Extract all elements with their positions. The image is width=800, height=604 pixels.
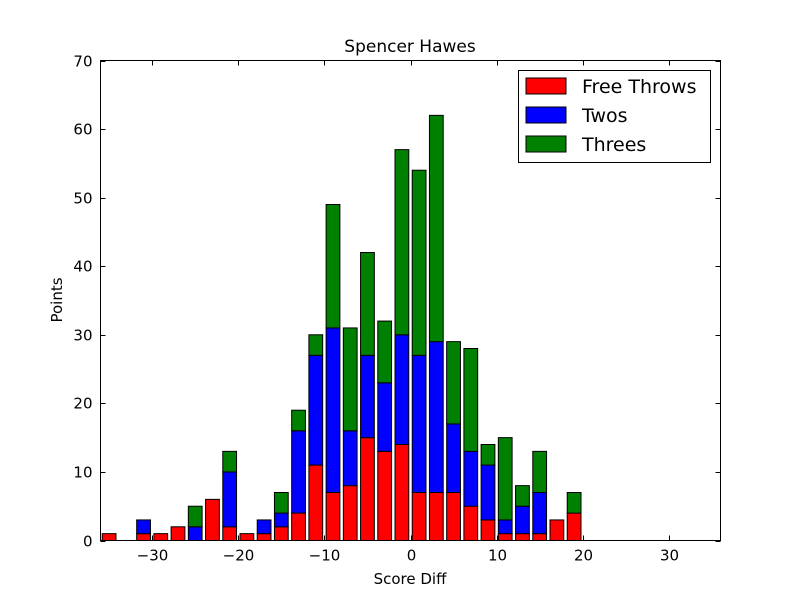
bar-threes [446,341,461,425]
bar-free-throws [394,444,410,541]
legend-swatch-free-throws [525,77,567,95]
y-tick-label: 10 [73,464,92,482]
bar-threes [187,505,203,528]
bar-twos [222,471,238,528]
x-tick-label: 10 [488,547,507,565]
legend-swatch-threes [525,135,567,153]
bar-free-throws [256,533,272,542]
bar-twos [308,354,324,466]
bar-threes [411,169,427,356]
bar-free-throws [101,533,117,542]
legend: Free Throws Twos Threes [518,70,711,163]
bar-twos [360,354,375,439]
x-tick-label: 30 [660,547,679,565]
bar-twos [394,334,410,445]
bar-free-throws [566,512,582,541]
x-tick-label: −20 [223,547,255,565]
bar-threes [428,114,444,343]
bar-free-throws [222,526,238,541]
bar-threes [360,252,375,356]
bar-threes [480,444,496,466]
legend-swatch-twos [525,106,567,124]
bar-threes [497,437,513,521]
y-tick-label: 0 [83,533,93,551]
bar-threes [325,204,341,329]
y-tick-label: 30 [73,327,92,345]
bar-free-throws [532,533,548,542]
y-tick-label: 50 [73,190,92,208]
x-tick-label: 0 [407,547,417,565]
bar-threes [342,327,358,432]
bar-free-throws [480,519,496,542]
y-tick-label: 60 [73,121,92,139]
y-tick-label: 20 [73,395,92,413]
legend-label-free-throws: Free Throws [582,76,696,98]
bar-free-throws [239,533,255,542]
bar-threes [463,348,479,452]
bar-free-throws [549,519,565,542]
bar-free-throws [273,526,289,541]
bar-free-throws [291,512,306,541]
bar-twos [136,519,151,535]
bar-twos [342,430,358,487]
bar-free-throws [463,505,479,542]
bar-threes [566,492,582,514]
bar-twos [480,464,496,521]
bar-free-throws [360,437,375,541]
bar-twos [463,450,479,507]
bar-twos [428,341,444,493]
bar-twos [411,354,427,493]
bar-threes [291,409,306,432]
bar-twos [515,505,530,535]
bar-twos [291,430,306,514]
bar-free-throws [205,498,220,542]
bar-twos [532,492,548,535]
bar-free-throws [170,526,186,541]
chart-title: Spencer Hawes [344,37,476,57]
bar-threes [394,149,410,336]
x-tick-label: −30 [137,547,169,565]
bar-threes [377,320,393,384]
bar-free-throws [308,464,324,542]
legend-label-twos: Twos [581,105,628,127]
bar-free-throws [428,492,444,541]
plot-frame [100,60,721,541]
bar-twos [325,327,341,493]
bar-free-throws [153,533,169,542]
bar-free-throws [497,533,513,542]
x-tick-label: −10 [309,547,341,565]
bar-twos [273,512,289,528]
y-tick-label: 40 [73,258,92,276]
bar-twos [256,519,272,535]
y-tick-label: 70 [73,53,92,71]
bar-threes [273,492,289,514]
bar-free-throws [515,533,530,542]
bar-threes [308,334,324,356]
bar-free-throws [377,450,393,542]
bars-group [101,114,582,542]
bar-twos [497,519,513,535]
bar-free-throws [446,492,461,541]
y-axis-label: Points [48,277,66,322]
bar-twos [187,526,203,541]
legend-label-threes: Threes [581,134,646,156]
ticks-group: −30 −20 −10 0 10 20 30 0 10 20 30 40 50 60 70 [73,53,721,565]
x-axis-label: Score Diff [374,570,447,588]
bar-threes [222,450,238,473]
bar-free-throws [342,485,358,541]
bar-free-throws [411,492,427,541]
bar-twos [377,382,393,452]
bar-threes [515,485,530,507]
bar-twos [446,423,461,493]
bar-free-throws [325,492,341,541]
x-tick-label: 20 [574,547,593,565]
bar-free-throws [136,533,151,542]
bar-threes [532,450,548,494]
